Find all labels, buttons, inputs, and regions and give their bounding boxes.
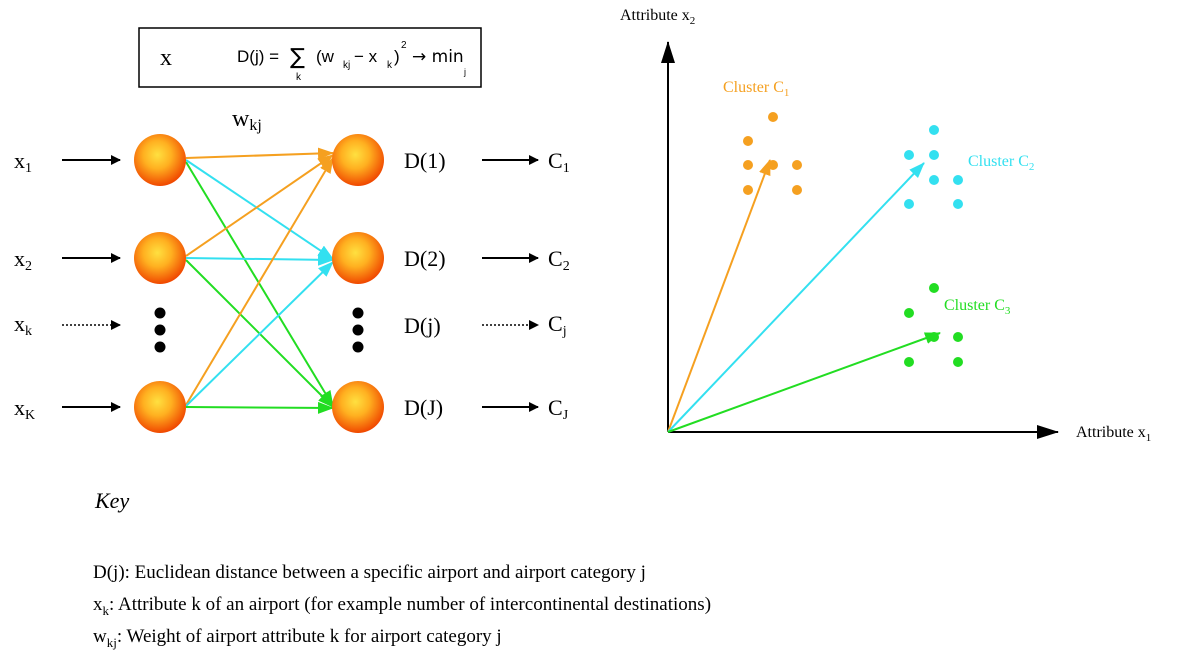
edge-K-2 — [185, 261, 334, 407]
points-cluster-1 — [743, 112, 802, 195]
input-label-k: xk — [14, 311, 32, 339]
point — [929, 150, 939, 160]
formula-body-close: ) — [394, 47, 400, 66]
point — [768, 160, 778, 170]
output-ellipsis-dots — [352, 307, 364, 353]
cluster-label-j: Cj — [548, 311, 567, 339]
formula: D(j) = ∑ k (w kj − x k ) 2 → min j — [237, 40, 466, 83]
y-axis-label: Attribute x2 — [620, 7, 695, 27]
connections — [185, 147, 334, 414]
cluster-label-J: CJ — [548, 395, 569, 423]
point — [953, 332, 963, 342]
input-label-K: xK — [14, 395, 35, 423]
vector-cluster-1 — [667, 159, 771, 433]
formula-sum-index: k — [296, 72, 302, 83]
point — [768, 112, 778, 122]
distance-label-1: D(1) — [404, 148, 446, 173]
formula-x-sub: k — [387, 60, 393, 71]
point — [904, 308, 914, 318]
point — [929, 332, 939, 342]
distance-label-J: D(J) — [404, 395, 443, 420]
formula-box — [138, 27, 482, 88]
scatter-plot: Attribute x2 Attribute x1 Cluster C1 Clu… — [620, 7, 1151, 444]
input-node-2 — [134, 232, 186, 284]
distance-label-j: D(j) — [404, 313, 441, 338]
edge-K-J — [185, 401, 334, 414]
point — [953, 175, 963, 185]
formula-power: 2 — [401, 40, 407, 51]
edge-2-1 — [185, 154, 334, 257]
scatter-cluster-label-2: Cluster C2 — [968, 153, 1034, 173]
vector-cluster-2 — [667, 162, 925, 433]
edge-K-1 — [185, 157, 334, 406]
point — [904, 150, 914, 160]
cluster-label-2: C2 — [548, 246, 570, 274]
vector-cluster-3 — [667, 332, 941, 433]
key-item-weight: wkj: Weight of airport attribute k for a… — [93, 626, 502, 650]
formula-sum-symbol: ∑ — [290, 45, 305, 70]
point — [904, 357, 914, 367]
x-axis-label: Attribute x1 — [1076, 424, 1151, 444]
edge-2-2 — [185, 253, 334, 266]
formula-input-label: x — [160, 45, 172, 71]
point — [929, 125, 939, 135]
point — [953, 199, 963, 209]
points-cluster-2 — [904, 125, 963, 209]
formula-w-sub: kj — [343, 60, 350, 71]
key-item-attribute: xk: Attribute k of an airport (for examp… — [93, 594, 712, 618]
point — [792, 185, 802, 195]
scatter-cluster-label-3: Cluster C3 — [944, 297, 1011, 317]
point — [743, 136, 753, 146]
point — [929, 175, 939, 185]
edge-1-J — [185, 161, 334, 407]
formula-arrow-min: → min — [412, 47, 464, 67]
input-node-K — [134, 381, 186, 433]
point — [904, 199, 914, 209]
input-label-1: x1 — [14, 148, 32, 176]
point — [743, 160, 753, 170]
output-node-1 — [332, 134, 384, 186]
distance-label-2: D(2) — [404, 246, 446, 271]
formula-minus: − x — [354, 47, 378, 66]
points-cluster-3 — [904, 283, 963, 367]
point — [743, 185, 753, 195]
scatter-cluster-label-1: Cluster C1 — [723, 79, 789, 99]
input-node-1 — [134, 134, 186, 186]
point — [929, 283, 939, 293]
weight-label: wkj — [232, 106, 262, 134]
output-node-J — [332, 381, 384, 433]
input-ellipsis-dots — [154, 307, 166, 353]
key-title: Key — [95, 488, 130, 513]
formula-body-open: (w — [316, 47, 335, 66]
output-node-2 — [332, 232, 384, 284]
key-item-distance: D(j): Euclidean distance between a speci… — [93, 562, 646, 583]
cluster-label-1: C1 — [548, 148, 570, 176]
edge-1-2 — [185, 159, 334, 260]
formula-min-sub: j — [463, 67, 466, 77]
input-label-2: x2 — [14, 246, 32, 274]
point — [953, 357, 963, 367]
point — [792, 160, 802, 170]
edge-1-1 — [185, 147, 334, 160]
formula-lhs: D(j) = — [237, 47, 279, 66]
